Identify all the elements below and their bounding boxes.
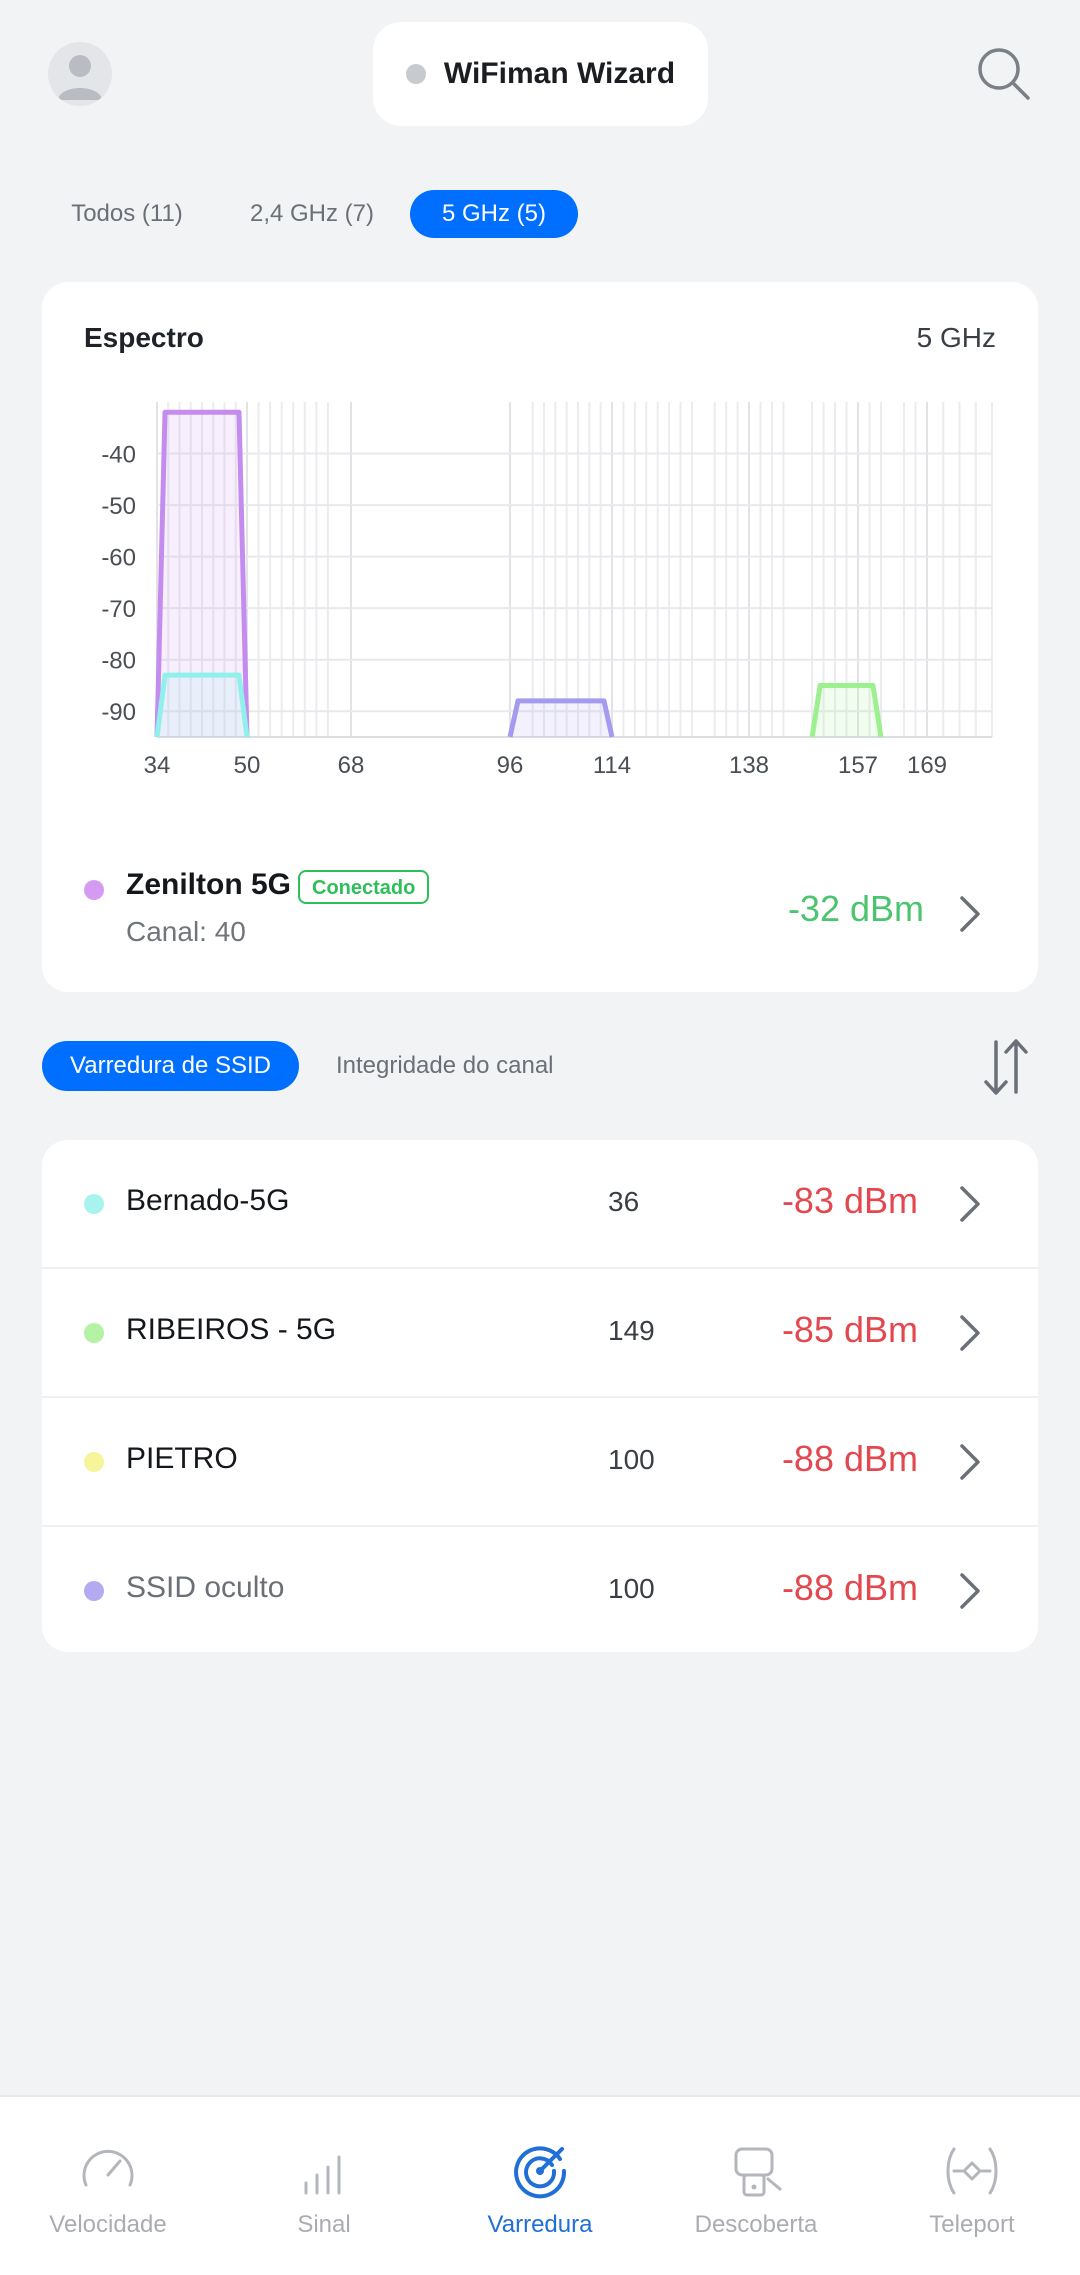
nav-teleport[interactable]: Teleport [864, 2097, 1080, 2275]
network-row[interactable]: RIBEIROS - 5G 149 -85 dBm [42, 1269, 1038, 1397]
network-list: Bernado-5G 36 -83 dBm RIBEIROS - 5G 149 … [42, 1140, 1038, 1652]
x-tick-label: 96 [497, 752, 524, 779]
connected-network-signal: -32 dBm [787, 888, 924, 929]
connected-network-channel: Canal: 40 [126, 916, 246, 947]
network-name: Bernado-5G [126, 1184, 290, 1217]
nav-discovery[interactable]: Descoberta [648, 2097, 864, 2275]
connected-badge: Conectado [298, 870, 430, 904]
app-title-pill[interactable]: WiFiman Wizard [373, 22, 708, 126]
y-tick-label: -80 [101, 648, 136, 675]
network-signal: -88 dBm [781, 1438, 918, 1479]
nav-signal[interactable]: Sinal [216, 2097, 432, 2275]
spectrum-band: 5 GHz [916, 322, 996, 353]
network-name: SSID oculto [126, 1571, 285, 1604]
chevron-right-icon [960, 896, 980, 932]
status-dot [405, 64, 426, 84]
nav-label: Descoberta [694, 2211, 818, 2238]
nav-label: Velocidade [49, 2211, 167, 2238]
sort-arrows-icon [984, 1039, 1028, 1095]
spectrum-card: Espectro 5 GHz -40 -50 -60 -70 -80 -90 34 50 68… [42, 282, 1038, 992]
spectrum-area-line [809, 682, 884, 738]
spectrum-title: Espectro [84, 322, 204, 353]
chart-grid [156, 402, 993, 738]
network-channel: 100 [608, 1573, 655, 1604]
sort-button[interactable] [980, 1036, 1032, 1098]
network-color-dot [84, 1452, 104, 1472]
tab-ssid-scan[interactable]: Varredura de SSID [42, 1041, 299, 1091]
network-name: PIETRO [126, 1442, 238, 1475]
signal-bars-icon [304, 2155, 341, 2195]
nav-speed[interactable]: Velocidade [0, 2097, 216, 2275]
tab-5ghz[interactable]: 5 GHz (5) [410, 190, 578, 238]
network-channel: 149 [608, 1315, 655, 1346]
y-tick-label: -60 [101, 545, 136, 572]
x-tick-label: 114 [593, 752, 631, 779]
chart-series [154, 409, 884, 738]
nav-label: Teleport [929, 2211, 1015, 2238]
nav-scan[interactable]: Varredura [432, 2097, 648, 2275]
user-avatar[interactable] [48, 42, 112, 106]
device-discovery-icon [734, 2147, 782, 2197]
spectrum-area-line [154, 672, 250, 738]
nav-label: Varredura [487, 2211, 593, 2238]
speedometer-icon [82, 2149, 134, 2187]
spectrum-area-line [507, 698, 615, 738]
y-tick-label: -90 [101, 699, 136, 726]
network-color-dot [84, 1323, 104, 1343]
y-tick-label: -40 [101, 442, 136, 469]
radar-scan-icon [514, 2146, 567, 2199]
y-tick-label: -50 [101, 493, 136, 520]
chevron-right-icon [958, 1184, 982, 1229]
connected-network-dot [84, 880, 104, 900]
network-name: RIBEIROS - 5G [126, 1313, 337, 1346]
chart-y-axis: -40 -50 -60 -70 -80 -90 [101, 442, 136, 727]
network-signal: -88 dBm [781, 1567, 918, 1608]
network-signal: -85 dBm [781, 1309, 918, 1350]
tab-2-4ghz[interactable]: 2,4 GHz (7) [249, 200, 375, 227]
chevron-right-icon [958, 1442, 982, 1487]
bottom-nav: Velocidade Sinal Varredura Descoberta [0, 2095, 1080, 2275]
x-tick-label: 50 [234, 752, 261, 779]
connected-network-name: Zenilton 5G [126, 868, 291, 901]
network-row[interactable]: Bernado-5G 36 -83 dBm [42, 1140, 1038, 1268]
spectrum-chart: -40 -50 -60 -70 -80 -90 34 50 68 96 114 138 157 169 [101, 402, 993, 779]
teleport-icon [946, 2147, 998, 2195]
x-tick-label: 157 [838, 752, 878, 779]
y-tick-label: -70 [101, 596, 136, 623]
tab-channel-health[interactable]: Integridade do canal [336, 1052, 554, 1079]
network-color-dot [84, 1581, 104, 1601]
network-channel: 36 [608, 1186, 640, 1217]
network-row[interactable]: SSID oculto 100 -88 dBm [42, 1527, 1038, 1655]
user-avatar-icon [58, 55, 102, 100]
spectrum-area-fill [157, 675, 247, 737]
spectrum-area-line [154, 409, 250, 738]
tab-all[interactable]: Todos (11) [71, 200, 183, 227]
x-tick-label: 68 [338, 752, 365, 779]
connected-network-details-button[interactable] [958, 894, 982, 939]
chart-x-axis: 34 50 68 96 114 138 157 169 [144, 752, 947, 779]
spectrum-area-fill [812, 685, 881, 737]
spectrum-area-fill [157, 412, 247, 737]
network-row[interactable]: PIETRO 100 -88 dBm [42, 1398, 1038, 1526]
network-color-dot [84, 1194, 104, 1214]
x-tick-label: 138 [729, 752, 769, 779]
x-tick-label: 169 [907, 752, 947, 779]
divider [42, 1525, 1038, 1527]
network-channel: 100 [608, 1444, 655, 1475]
divider [42, 1396, 1038, 1398]
x-tick-label: 34 [144, 752, 171, 779]
network-signal: -83 dBm [781, 1180, 918, 1221]
search-button[interactable] [974, 44, 1032, 102]
chevron-right-icon [958, 1313, 982, 1358]
divider [42, 1267, 1038, 1269]
nav-label: Sinal [297, 2211, 351, 2238]
search-icon [978, 48, 1030, 100]
chevron-right-icon [958, 1571, 982, 1616]
app-title: WiFiman Wizard [443, 57, 676, 90]
spectrum-area-fill [510, 700, 612, 737]
